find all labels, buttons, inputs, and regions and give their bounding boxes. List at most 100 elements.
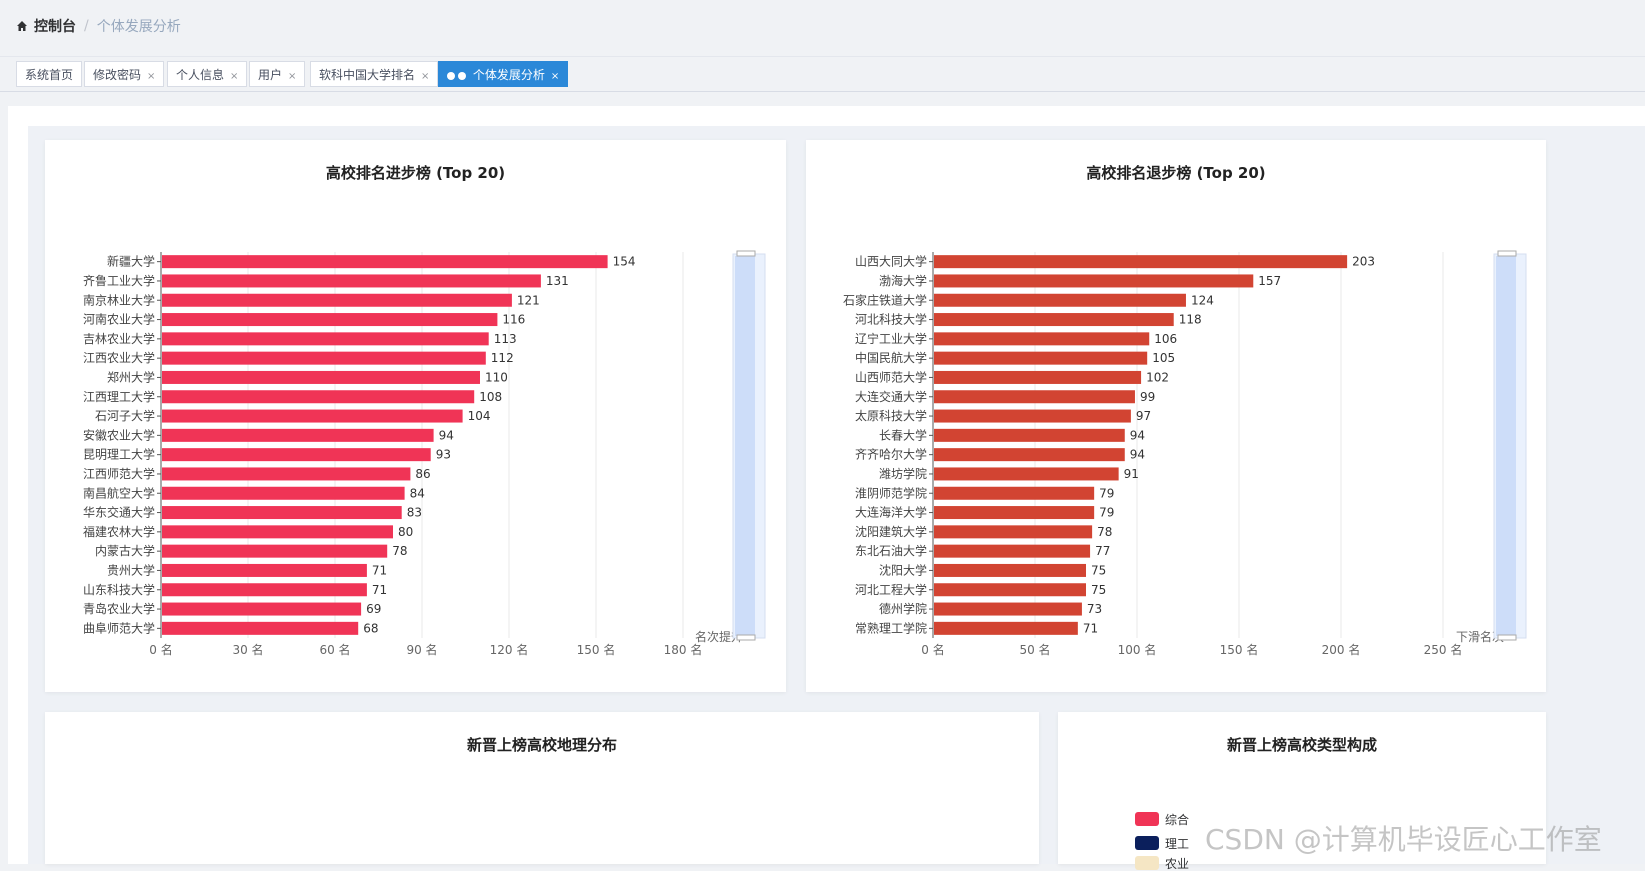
bar	[934, 621, 1078, 635]
tags-view-bar: 系统首页 修改密码 × 个人信息 × 用户 × 软科中国大学排名 × 个体发展分析 ×	[0, 57, 1645, 92]
close-icon[interactable]: ×	[230, 71, 239, 82]
close-icon[interactable]: ×	[147, 71, 156, 82]
bar	[162, 544, 388, 558]
x-tick-label: 120 名	[490, 642, 529, 657]
data-label: 203	[1352, 255, 1375, 269]
tab-individual-analysis[interactable]: 个体发展分析 ×	[438, 61, 569, 87]
bar	[934, 428, 1125, 442]
pie-legend: 综合 理工 农业	[1135, 807, 1189, 871]
data-label: 157	[1258, 274, 1281, 288]
bar	[162, 448, 431, 462]
category-label: 德州学院	[879, 601, 927, 616]
data-label: 110	[485, 370, 508, 384]
category-label: 内蒙古大学	[95, 543, 155, 558]
x-axis-name: 名次提升	[695, 629, 743, 644]
category-label: 昆明理工大学	[83, 447, 155, 462]
breadcrumb-home[interactable]: 控制台	[16, 16, 76, 36]
tab-university-ranking[interactable]: 软科中国大学排名 ×	[310, 61, 439, 87]
category-label: 淮阴师范学院	[855, 485, 927, 500]
watermark: CSDN @计算机毕设匠心工作室	[1205, 823, 1602, 856]
legend-label: 农业	[1165, 856, 1190, 871]
close-icon[interactable]: ×	[288, 71, 297, 82]
x-tick-label: 150 名	[1220, 642, 1259, 657]
legend-swatch	[1135, 856, 1159, 870]
category-label: 常熟理工学院	[855, 620, 927, 635]
bar	[934, 351, 1148, 365]
bar	[934, 544, 1091, 558]
data-label: 105	[1152, 351, 1175, 365]
category-label: 山西师范大学	[855, 369, 927, 384]
bar	[934, 390, 1135, 404]
tab-home[interactable]: 系统首页	[16, 61, 83, 87]
legend-item[interactable]: 农业	[1135, 855, 1189, 871]
close-icon[interactable]: ×	[421, 71, 430, 82]
data-label: 94	[1130, 428, 1145, 442]
close-icon[interactable]: ×	[550, 71, 560, 82]
datazoom-selected	[1496, 256, 1516, 636]
bar	[934, 313, 1174, 327]
x-tick-label: 50 名	[1019, 642, 1050, 657]
category-label: 长春大学	[879, 427, 927, 442]
data-label: 91	[1124, 467, 1139, 481]
tab-label: 软科中国大学排名	[319, 68, 416, 82]
category-label: 齐鲁工业大学	[83, 273, 155, 288]
data-label: 106	[1154, 332, 1177, 346]
x-tick-label: 100 名	[1118, 642, 1157, 657]
data-label: 116	[502, 313, 525, 327]
data-label: 86	[415, 467, 430, 481]
data-label: 104	[468, 409, 491, 423]
tab-profile[interactable]: 个人信息 ×	[167, 61, 248, 87]
x-axis-name: 下滑名次	[1456, 629, 1504, 644]
legend-item[interactable]: 理工	[1135, 831, 1189, 855]
map-chart-card: 新晋上榜高校地理分布	[45, 712, 1039, 864]
breadcrumb: 控制台 / 个体发展分析	[16, 16, 181, 36]
legend-label: 理工	[1165, 836, 1190, 851]
chart-title: 新晋上榜高校地理分布	[466, 736, 617, 754]
bar	[934, 563, 1086, 577]
tab-change-password[interactable]: 修改密码 ×	[84, 61, 165, 87]
category-label: 大连交通大学	[855, 389, 927, 404]
bar	[934, 583, 1086, 597]
category-label: 福建农林大学	[83, 524, 155, 539]
bar	[934, 486, 1095, 500]
legend-swatch	[1135, 836, 1159, 850]
legend-item[interactable]: 综合	[1135, 807, 1189, 831]
data-label: 124	[1191, 293, 1214, 307]
decline-bar-chart: 0 名 50 名 100 名 150 名 200 名 250 名 山西大同大学 203 渤海大学…	[843, 250, 1527, 657]
bar	[162, 390, 475, 404]
category-label: 潍坊学院	[879, 466, 927, 481]
data-label: 97	[1136, 409, 1151, 423]
category-label: 山东科技大学	[83, 582, 155, 597]
bar	[162, 293, 512, 307]
x-tick-label: 180 名	[664, 642, 703, 657]
datazoom-handle-top	[736, 250, 756, 257]
category-label: 中国民航大学	[855, 350, 927, 365]
home-icon	[17, 21, 27, 31]
bar	[162, 409, 463, 423]
data-label: 102	[1146, 370, 1169, 384]
data-label: 78	[392, 544, 407, 558]
bar	[162, 467, 411, 481]
bar	[162, 486, 405, 500]
category-label: 沈阳建筑大学	[855, 524, 927, 539]
data-label: 75	[1091, 583, 1106, 597]
category-label: 郑州大学	[107, 369, 155, 384]
data-label: 94	[1130, 448, 1145, 462]
x-tick-label: 30 名	[232, 642, 263, 657]
x-tick-label: 0 名	[921, 642, 944, 657]
data-label: 118	[1179, 313, 1202, 327]
data-label: 131	[546, 274, 569, 288]
x-tick-label: 90 名	[406, 642, 437, 657]
bar	[162, 506, 402, 520]
data-label: 69	[366, 602, 381, 616]
x-tick-label: 150 名	[577, 642, 616, 657]
category-label: 河南农业大学	[83, 312, 155, 327]
category-label: 青岛农业大学	[83, 601, 155, 616]
tab-label: 修改密码	[93, 68, 142, 82]
data-label: 154	[613, 255, 636, 269]
category-label: 辽宁工业大学	[855, 331, 927, 346]
tab-users[interactable]: 用户 ×	[249, 61, 306, 87]
data-label: 108	[479, 390, 502, 404]
x-tick-label: 250 名	[1424, 642, 1463, 657]
bar	[162, 428, 434, 442]
